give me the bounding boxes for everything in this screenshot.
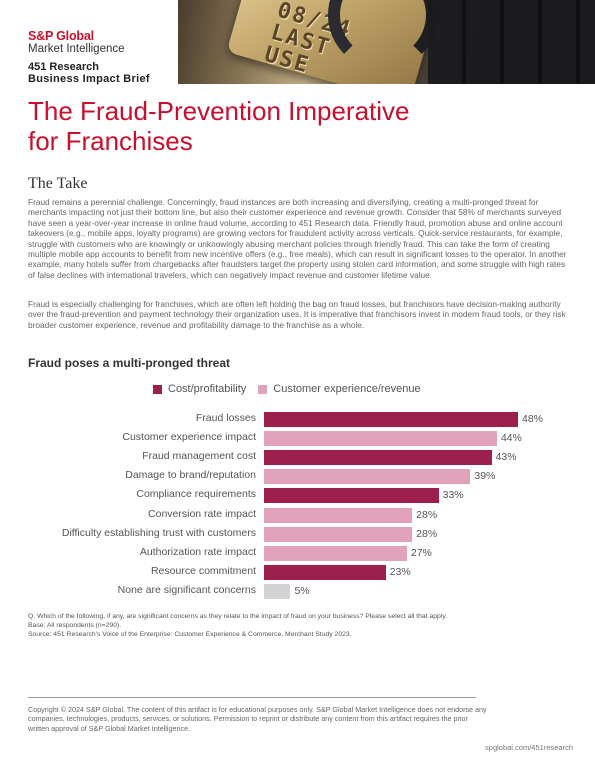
bar-value-label: 39%: [474, 470, 496, 483]
bar: [264, 507, 413, 523]
bar: [264, 583, 291, 599]
bar-value-label: 33%: [442, 489, 464, 502]
brand-subtitle: Market Intelligence: [28, 43, 125, 56]
brand-research: 451 Research: [28, 60, 99, 73]
legend-item-cost: Cost/profitability: [153, 383, 246, 395]
bar-label: Resource commitment: [150, 564, 256, 577]
note-question: Q. Which of the following, if any, are s…: [28, 613, 448, 620]
chart-row: Customer experience impact 44%: [0, 429, 595, 448]
bar-value-label: 27%: [410, 546, 432, 559]
chart-row: Damage to brand/reputation 39%: [0, 467, 595, 486]
keyboard-icon: [428, 0, 595, 84]
bar: [264, 431, 497, 447]
brand-brief: Business Impact Brief: [28, 73, 150, 86]
bar-label: Customer experience impact: [122, 431, 256, 444]
bar: [264, 469, 471, 485]
chart-row: None are significant concerns 5%: [0, 582, 595, 601]
bar-label: Compliance requirements: [136, 488, 256, 501]
take-paragraph-1: Fraud remains a perennial challenge. Con…: [28, 197, 567, 280]
bar: [264, 526, 413, 542]
legend-swatch-cost: [153, 384, 162, 394]
legend-label-cx: Customer experience/revenue: [273, 383, 421, 395]
bar-value-label: 48%: [522, 413, 544, 425]
header-photo: 08/24 LAST USE: [178, 0, 595, 84]
copyright-text: Copyright © 2024 S&P Global. The content…: [28, 705, 487, 733]
chart-row: Resource commitment 23%: [0, 563, 595, 582]
chart-title: Fraud poses a multi-pronged threat: [28, 356, 231, 370]
note-base: Base: All respondents (n=290).: [28, 622, 122, 629]
sp-global-logo: S&P Global: [28, 29, 94, 43]
bar-chart: Fraud losses 48% Customer experience impac…: [0, 410, 595, 610]
chart-row: Authorization rate impact 27%: [0, 544, 595, 563]
bar-label: Authorization rate impact: [139, 545, 256, 558]
bar: [264, 488, 439, 504]
footer-divider: [28, 697, 476, 698]
chart-legend: Cost/profitability Customer experience/r…: [153, 383, 433, 395]
take-paragraph-2: Fraud is especially challenging for fran…: [28, 299, 566, 330]
bar-value-label: 44%: [500, 432, 522, 445]
chart-notes: Q. Which of the following, if any, are s…: [28, 612, 447, 639]
chart-row: Compliance requirements 33%: [0, 486, 595, 505]
bar-label: Conversion rate impact: [148, 507, 256, 520]
bar-label: Damage to brand/reputation: [125, 469, 256, 482]
bar: [264, 412, 518, 427]
bar-value-label: 28%: [416, 527, 438, 540]
bar: [264, 564, 386, 580]
bar-label: Fraud losses: [195, 412, 256, 424]
bar-value-label: 43%: [495, 451, 517, 464]
bar-value-label: 5%: [294, 584, 310, 597]
legend-item-cx: Customer experience/revenue: [258, 383, 421, 395]
page-title: The Fraud-Prevention Imperative for Franc…: [28, 96, 410, 156]
bar-value-label: 23%: [389, 565, 411, 578]
bar-label: Fraud management cost: [142, 450, 256, 463]
bar-value-label: 28%: [416, 508, 438, 521]
note-source: Source: 451 Research's Voice of the Ente…: [28, 631, 352, 638]
legend-swatch-cx: [258, 384, 268, 394]
brand-block: S&P Global Market Intelligence 451 Resea…: [28, 29, 150, 86]
take-heading: The Take: [28, 175, 88, 192]
footer-url[interactable]: spglobal.com/451research: [485, 743, 573, 752]
chart-row: Conversion rate impact 28%: [0, 506, 595, 525]
chart-row: Fraud losses 48%: [0, 410, 595, 429]
chart-row: Fraud management cost 43%: [0, 448, 595, 467]
bar: [264, 450, 492, 466]
bar: [264, 545, 407, 561]
chart-row: Difficulty establishing trust with custo…: [0, 525, 595, 544]
bar-label: Difficulty establishing trust with custo…: [61, 526, 256, 539]
legend-label-cost: Cost/profitability: [168, 383, 247, 395]
bar-label: None are significant concerns: [117, 583, 256, 596]
